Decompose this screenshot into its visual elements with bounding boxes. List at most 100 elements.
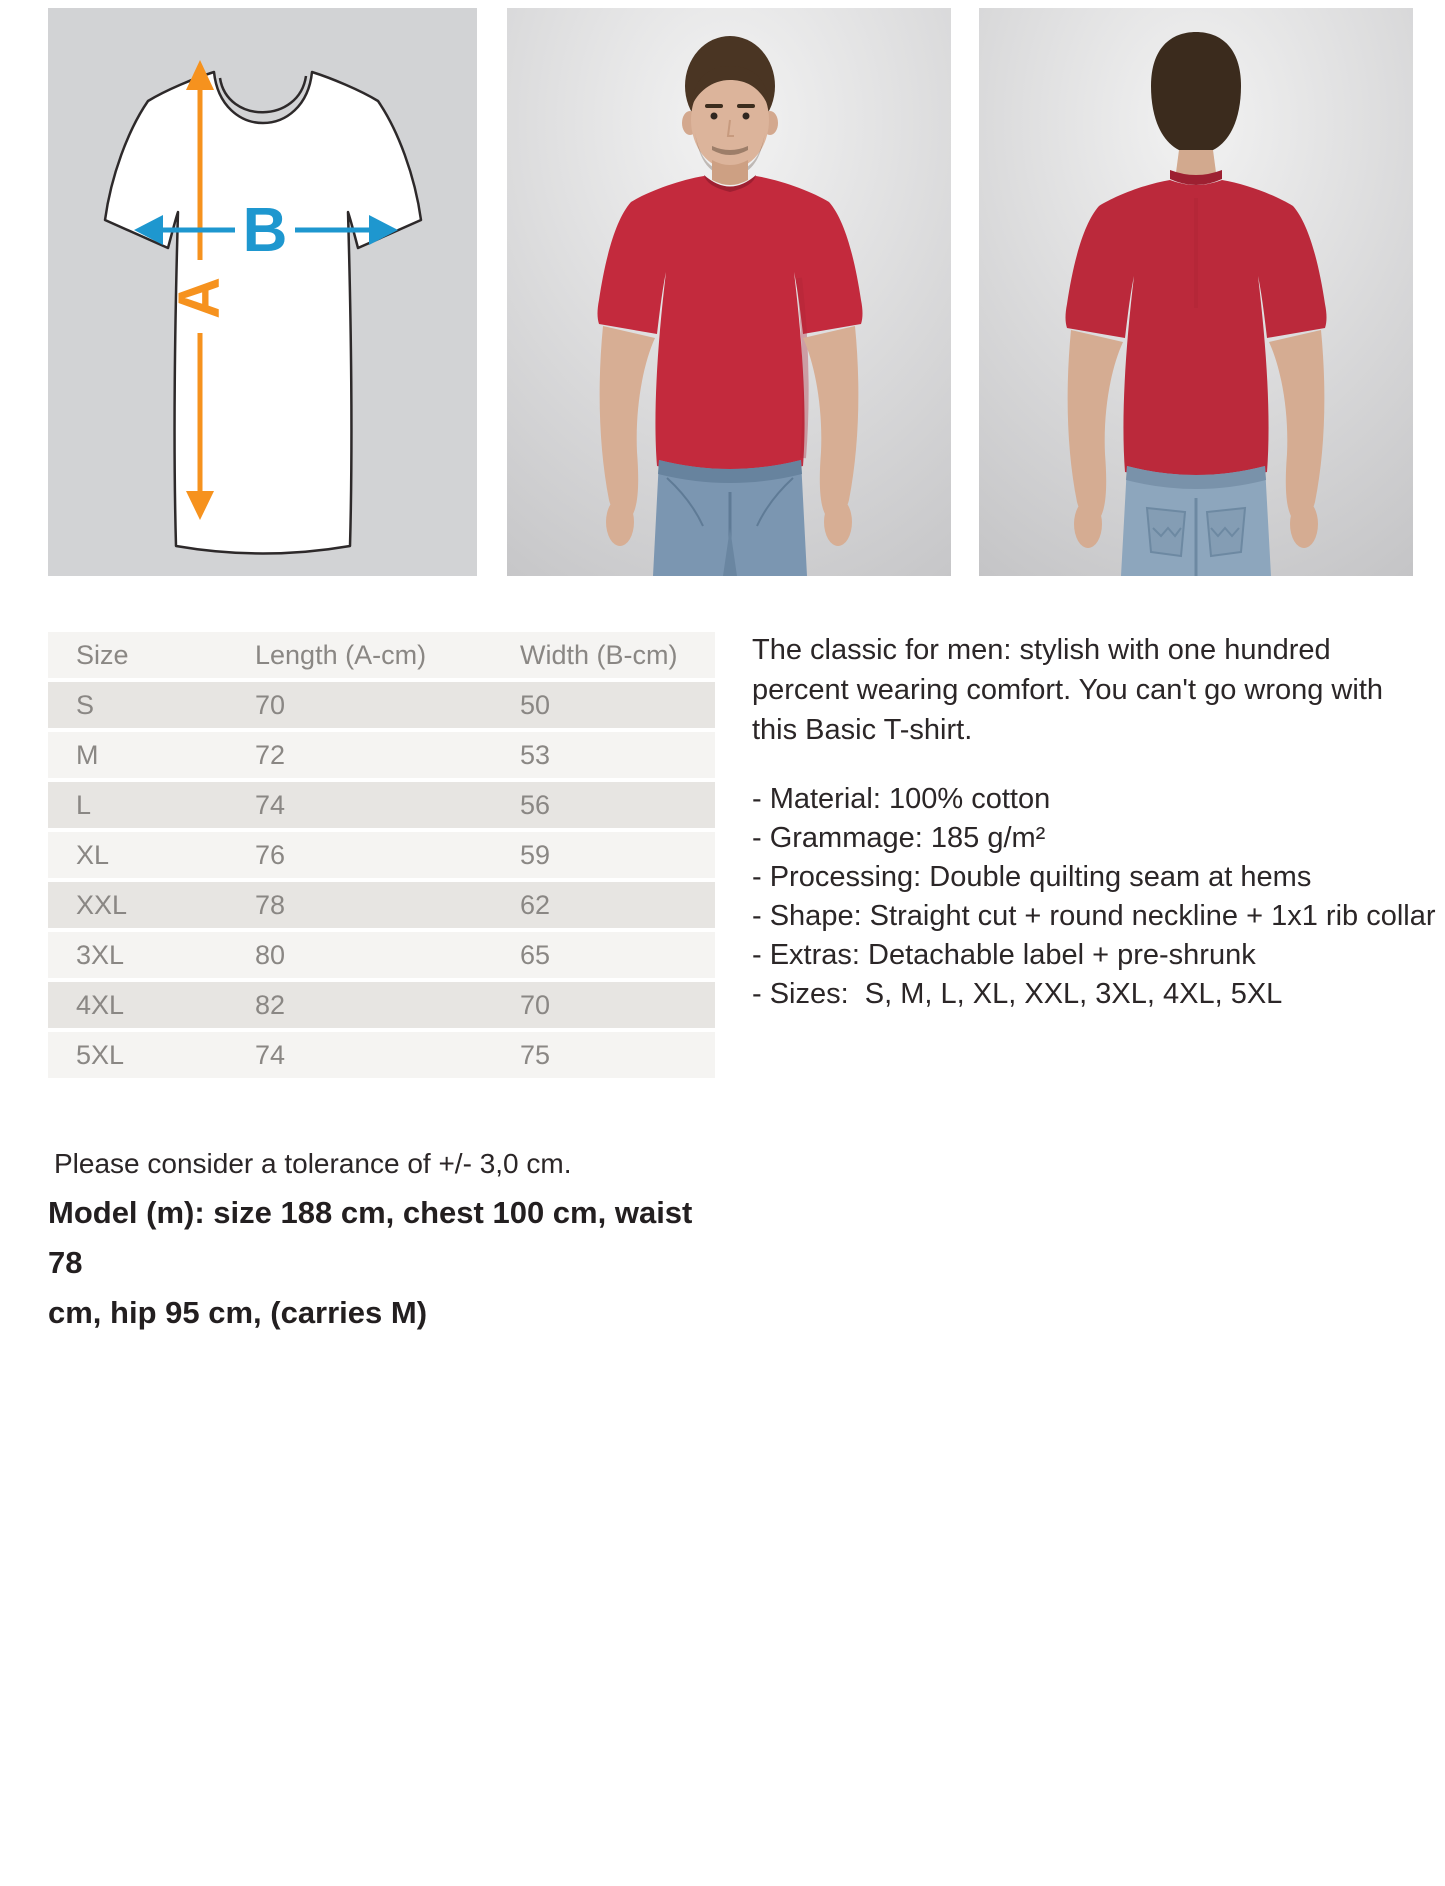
arm-left — [1067, 330, 1123, 519]
collar-back — [1170, 170, 1222, 185]
back-pocket-left — [1145, 506, 1187, 558]
cell-size: XL — [48, 832, 255, 882]
jeans-waistband — [658, 460, 802, 483]
size-diagram-panel: A B — [48, 8, 477, 576]
product-description: The classic for men: stylish with one hu… — [752, 630, 1436, 1014]
collar-front — [704, 175, 756, 192]
table-row: 4XL 82 70 — [48, 982, 715, 1032]
table-row: S 70 50 — [48, 682, 715, 732]
arm-right — [803, 326, 859, 517]
tshirt-outline — [103, 70, 423, 555]
spec-material: - Material: 100% cotton — [752, 783, 1051, 815]
arm-left — [599, 326, 655, 517]
cell-length: 72 — [255, 732, 520, 782]
cell-width: 56 — [520, 782, 715, 832]
model-back-svg — [979, 8, 1413, 576]
tshirt-diagram-svg: A B — [48, 8, 477, 576]
cell-size: S — [48, 682, 255, 732]
cell-size: 5XL — [48, 1032, 255, 1082]
cell-length: 74 — [255, 782, 520, 832]
cell-width: 65 — [520, 932, 715, 982]
cell-width: 50 — [520, 682, 715, 732]
hand-right — [824, 498, 852, 546]
cell-size: XXL — [48, 882, 255, 932]
hand-left — [1074, 500, 1102, 548]
description-intro: The classic for men: stylish with one hu… — [752, 634, 1384, 746]
eye-right — [742, 112, 750, 120]
column-header-size: Size — [48, 632, 255, 682]
hand-right — [1290, 500, 1318, 548]
arrow-b-line-left — [161, 227, 235, 233]
width-label-b: B — [243, 196, 288, 265]
size-table: Size Length (A-cm) Width (B-cm) S 70 50 … — [48, 632, 715, 1082]
size-table-header: Size Length (A-cm) Width (B-cm) — [48, 632, 715, 682]
table-row: 3XL 80 65 — [48, 932, 715, 982]
eye-left — [710, 112, 718, 120]
arrow-b-line-right — [295, 227, 369, 233]
hand-left — [606, 498, 634, 546]
brow-right — [737, 104, 755, 108]
model-back-photo — [979, 8, 1413, 576]
jeans-pocket-right — [756, 477, 794, 527]
nose — [726, 119, 734, 137]
cell-width: 59 — [520, 832, 715, 882]
pocket-stitch-left — [1152, 526, 1182, 538]
cell-length: 78 — [255, 882, 520, 932]
cell-size: 3XL — [48, 932, 255, 982]
red-tshirt-back — [1065, 180, 1327, 480]
red-tshirt-front — [597, 176, 863, 474]
cell-width: 75 — [520, 1032, 715, 1082]
cell-size: L — [48, 782, 255, 832]
arm-right — [1269, 330, 1325, 519]
model-measurements: Model (m): size 188 cm, chest 100 cm, wa… — [48, 1195, 693, 1330]
fringe — [691, 66, 769, 108]
spec-grammage: - Grammage: 185 g/m² — [752, 822, 1046, 854]
spec-list: - Material: 100% cotton - Grammage: 185 … — [752, 780, 1436, 1014]
spec-processing: - Processing: Double quilting seam at he… — [752, 861, 1312, 893]
arrow-a-head-top — [186, 60, 214, 90]
length-label-a: A — [167, 277, 232, 319]
table-row: XXL 78 62 — [48, 882, 715, 932]
column-header-width: Width (B-cm) — [520, 632, 715, 682]
spec-sizes: - Sizes: S, M, L, XL, XXL, 3XL, 4XL, 5XL — [752, 978, 1283, 1010]
model-front-photo — [507, 8, 951, 576]
table-row: XL 76 59 — [48, 832, 715, 882]
cell-size: M — [48, 732, 255, 782]
length-arrow-a: A — [167, 60, 232, 520]
pocket-stitch-right — [1210, 526, 1240, 538]
model-front-svg — [507, 8, 951, 576]
fit-notes: Please consider a tolerance of +/- 3,0 c… — [48, 1146, 728, 1338]
arrow-a-line-lower — [197, 333, 203, 493]
shirt-fold-shade — [796, 277, 809, 459]
cell-width: 70 — [520, 982, 715, 1032]
column-header-length: Length (A-cm) — [255, 632, 520, 682]
tolerance-note: Please consider a tolerance of +/- 3,0 c… — [54, 1148, 572, 1179]
jeans-pocket-left — [666, 477, 704, 527]
table-row: L 74 56 — [48, 782, 715, 832]
spec-extras: - Extras: Detachable label + pre-shrunk — [752, 939, 1256, 971]
header-row: Size Length (A-cm) Width (B-cm) — [48, 632, 715, 682]
mustache — [712, 146, 748, 155]
neck — [712, 160, 748, 185]
cell-width: 53 — [520, 732, 715, 782]
inner-collar-line — [218, 75, 308, 114]
spec-shape: - Shape: Straight cut + round neckline +… — [752, 900, 1436, 932]
arrow-a-head-bottom — [186, 491, 214, 520]
jeans-leg-shadow — [723, 528, 737, 576]
cell-length: 74 — [255, 1032, 520, 1082]
cell-length: 76 — [255, 832, 520, 882]
table-row: 5XL 74 75 — [48, 1032, 715, 1082]
back-pocket-right — [1205, 506, 1247, 558]
hair-back — [1151, 32, 1241, 154]
table-row: M 72 53 — [48, 732, 715, 782]
brow-left — [705, 104, 723, 108]
size-table-body: S 70 50 M 72 53 L 74 56 XL 76 59 XXL 78 — [48, 682, 715, 1082]
cell-width: 62 — [520, 882, 715, 932]
cell-length: 80 — [255, 932, 520, 982]
arrow-a-line-upper — [197, 88, 203, 260]
cell-length: 70 — [255, 682, 520, 732]
width-arrow-b: B — [134, 196, 398, 265]
cell-length: 82 — [255, 982, 520, 1032]
arrow-b-head-left — [134, 215, 163, 245]
